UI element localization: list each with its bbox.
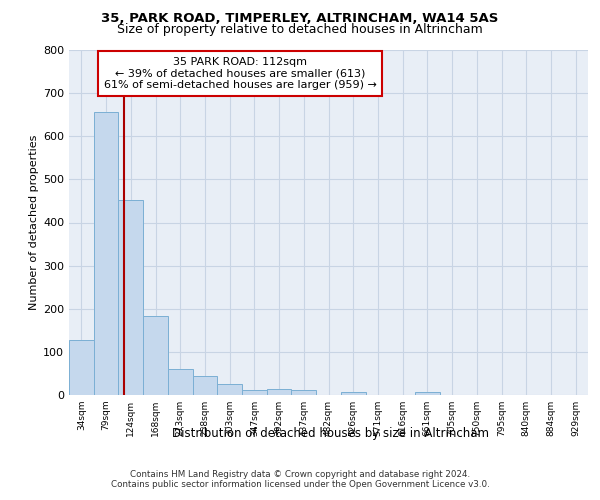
- Bar: [168, 369, 193, 395]
- Text: Contains HM Land Registry data © Crown copyright and database right 2024.
Contai: Contains HM Land Registry data © Crown c…: [110, 470, 490, 490]
- Text: 35, PARK ROAD, TIMPERLEY, ALTRINCHAM, WA14 5AS: 35, PARK ROAD, TIMPERLEY, ALTRINCHAM, WA…: [101, 12, 499, 26]
- Bar: [94, 112, 118, 395]
- Bar: [118, 200, 143, 395]
- Y-axis label: Number of detached properties: Number of detached properties: [29, 135, 39, 310]
- Bar: [267, 390, 292, 395]
- Bar: [69, 340, 94, 395]
- Text: 35 PARK ROAD: 112sqm
← 39% of detached houses are smaller (613)
61% of semi-deta: 35 PARK ROAD: 112sqm ← 39% of detached h…: [104, 57, 377, 90]
- Text: Size of property relative to detached houses in Altrincham: Size of property relative to detached ho…: [117, 24, 483, 36]
- Bar: [217, 384, 242, 395]
- Bar: [242, 390, 267, 395]
- Bar: [143, 316, 168, 395]
- Bar: [193, 376, 217, 395]
- Text: Distribution of detached houses by size in Altrincham: Distribution of detached houses by size …: [172, 428, 488, 440]
- Bar: [341, 392, 365, 395]
- Bar: [292, 390, 316, 395]
- Bar: [415, 392, 440, 395]
